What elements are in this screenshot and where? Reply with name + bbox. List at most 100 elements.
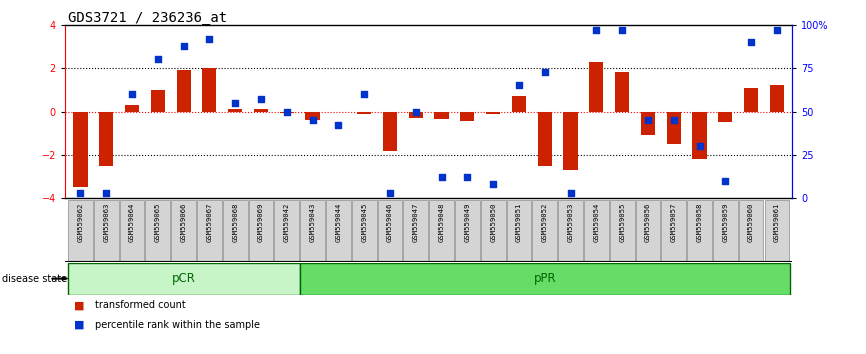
Bar bbox=[228, 109, 242, 112]
Bar bbox=[538, 112, 552, 166]
Bar bbox=[171, 200, 196, 262]
Text: GSM559067: GSM559067 bbox=[206, 202, 212, 242]
Bar bbox=[770, 85, 784, 112]
Text: GSM559047: GSM559047 bbox=[413, 202, 419, 242]
Text: GSM559054: GSM559054 bbox=[593, 202, 599, 242]
Bar bbox=[739, 200, 764, 262]
Point bbox=[512, 82, 526, 88]
Text: pCR: pCR bbox=[171, 272, 196, 285]
Bar bbox=[641, 112, 655, 135]
Bar bbox=[125, 105, 139, 112]
Point bbox=[641, 118, 655, 123]
Point bbox=[383, 190, 397, 196]
Bar bbox=[223, 200, 248, 262]
Text: GSM559052: GSM559052 bbox=[542, 202, 548, 242]
Text: GSM559061: GSM559061 bbox=[774, 202, 780, 242]
Bar bbox=[713, 200, 738, 262]
Point bbox=[409, 109, 423, 114]
Bar bbox=[636, 200, 660, 262]
Point bbox=[461, 175, 475, 180]
Point bbox=[306, 118, 320, 123]
Bar bbox=[151, 90, 165, 112]
Text: GSM559049: GSM559049 bbox=[464, 202, 470, 242]
Text: percentile rank within the sample: percentile rank within the sample bbox=[95, 320, 261, 330]
Point bbox=[254, 97, 268, 102]
Point bbox=[100, 190, 113, 196]
Point bbox=[770, 27, 784, 33]
Text: GSM559045: GSM559045 bbox=[361, 202, 367, 242]
Point bbox=[719, 178, 733, 184]
Point bbox=[151, 57, 165, 62]
Bar bbox=[584, 200, 609, 262]
Bar bbox=[300, 263, 790, 295]
Bar bbox=[68, 263, 300, 295]
Point bbox=[667, 118, 681, 123]
Text: GSM559043: GSM559043 bbox=[309, 202, 315, 242]
Bar bbox=[357, 112, 372, 114]
Bar bbox=[589, 62, 604, 112]
Text: GSM559068: GSM559068 bbox=[232, 202, 238, 242]
Text: GSM559063: GSM559063 bbox=[103, 202, 109, 242]
Text: GSM559050: GSM559050 bbox=[490, 202, 496, 242]
Bar bbox=[693, 112, 707, 159]
Point bbox=[590, 27, 604, 33]
Text: GSM559059: GSM559059 bbox=[722, 202, 728, 242]
Bar bbox=[687, 200, 712, 262]
Text: GSM559065: GSM559065 bbox=[155, 202, 161, 242]
Bar bbox=[301, 200, 325, 262]
Text: GSM559051: GSM559051 bbox=[516, 202, 522, 242]
Point bbox=[280, 109, 294, 114]
Point bbox=[564, 190, 578, 196]
Bar bbox=[280, 112, 294, 113]
Bar bbox=[94, 200, 119, 262]
Point bbox=[486, 182, 500, 187]
Text: GSM559046: GSM559046 bbox=[387, 202, 393, 242]
Point bbox=[538, 69, 552, 74]
Bar bbox=[718, 112, 733, 122]
Bar bbox=[383, 112, 397, 150]
Point bbox=[125, 91, 139, 97]
Bar bbox=[404, 200, 428, 262]
Text: GSM559048: GSM559048 bbox=[438, 202, 444, 242]
Bar bbox=[326, 200, 351, 262]
Text: GSM559044: GSM559044 bbox=[335, 202, 341, 242]
Text: GSM559062: GSM559062 bbox=[77, 202, 83, 242]
Point bbox=[744, 39, 758, 45]
Bar bbox=[507, 200, 532, 262]
Bar bbox=[460, 112, 475, 121]
Point bbox=[229, 100, 242, 105]
Text: GSM559066: GSM559066 bbox=[181, 202, 186, 242]
Text: GSM559057: GSM559057 bbox=[671, 202, 676, 242]
Bar bbox=[352, 200, 377, 262]
Bar bbox=[559, 200, 583, 262]
Text: GSM559053: GSM559053 bbox=[567, 202, 573, 242]
Point bbox=[693, 143, 707, 149]
Bar bbox=[615, 73, 630, 112]
Bar bbox=[177, 70, 191, 112]
Point bbox=[177, 43, 191, 48]
Bar bbox=[435, 112, 449, 119]
Bar bbox=[197, 200, 222, 262]
Text: ■: ■ bbox=[74, 300, 84, 310]
Bar bbox=[662, 200, 686, 262]
Bar bbox=[486, 112, 501, 114]
Bar bbox=[68, 200, 93, 262]
Bar bbox=[765, 200, 789, 262]
Bar bbox=[203, 68, 216, 112]
Point bbox=[435, 175, 449, 180]
Point bbox=[74, 190, 87, 196]
Bar bbox=[564, 112, 578, 170]
Bar bbox=[378, 200, 403, 262]
Text: GSM559060: GSM559060 bbox=[748, 202, 754, 242]
Text: transformed count: transformed count bbox=[95, 300, 186, 310]
Bar bbox=[275, 200, 299, 262]
Text: disease state: disease state bbox=[2, 274, 67, 284]
Text: GSM559055: GSM559055 bbox=[619, 202, 625, 242]
Text: GSM559064: GSM559064 bbox=[129, 202, 135, 242]
Bar bbox=[74, 112, 87, 187]
Bar bbox=[610, 200, 635, 262]
Text: GSM559069: GSM559069 bbox=[258, 202, 264, 242]
Bar bbox=[409, 112, 423, 118]
Bar bbox=[533, 200, 557, 262]
Point bbox=[203, 36, 216, 41]
